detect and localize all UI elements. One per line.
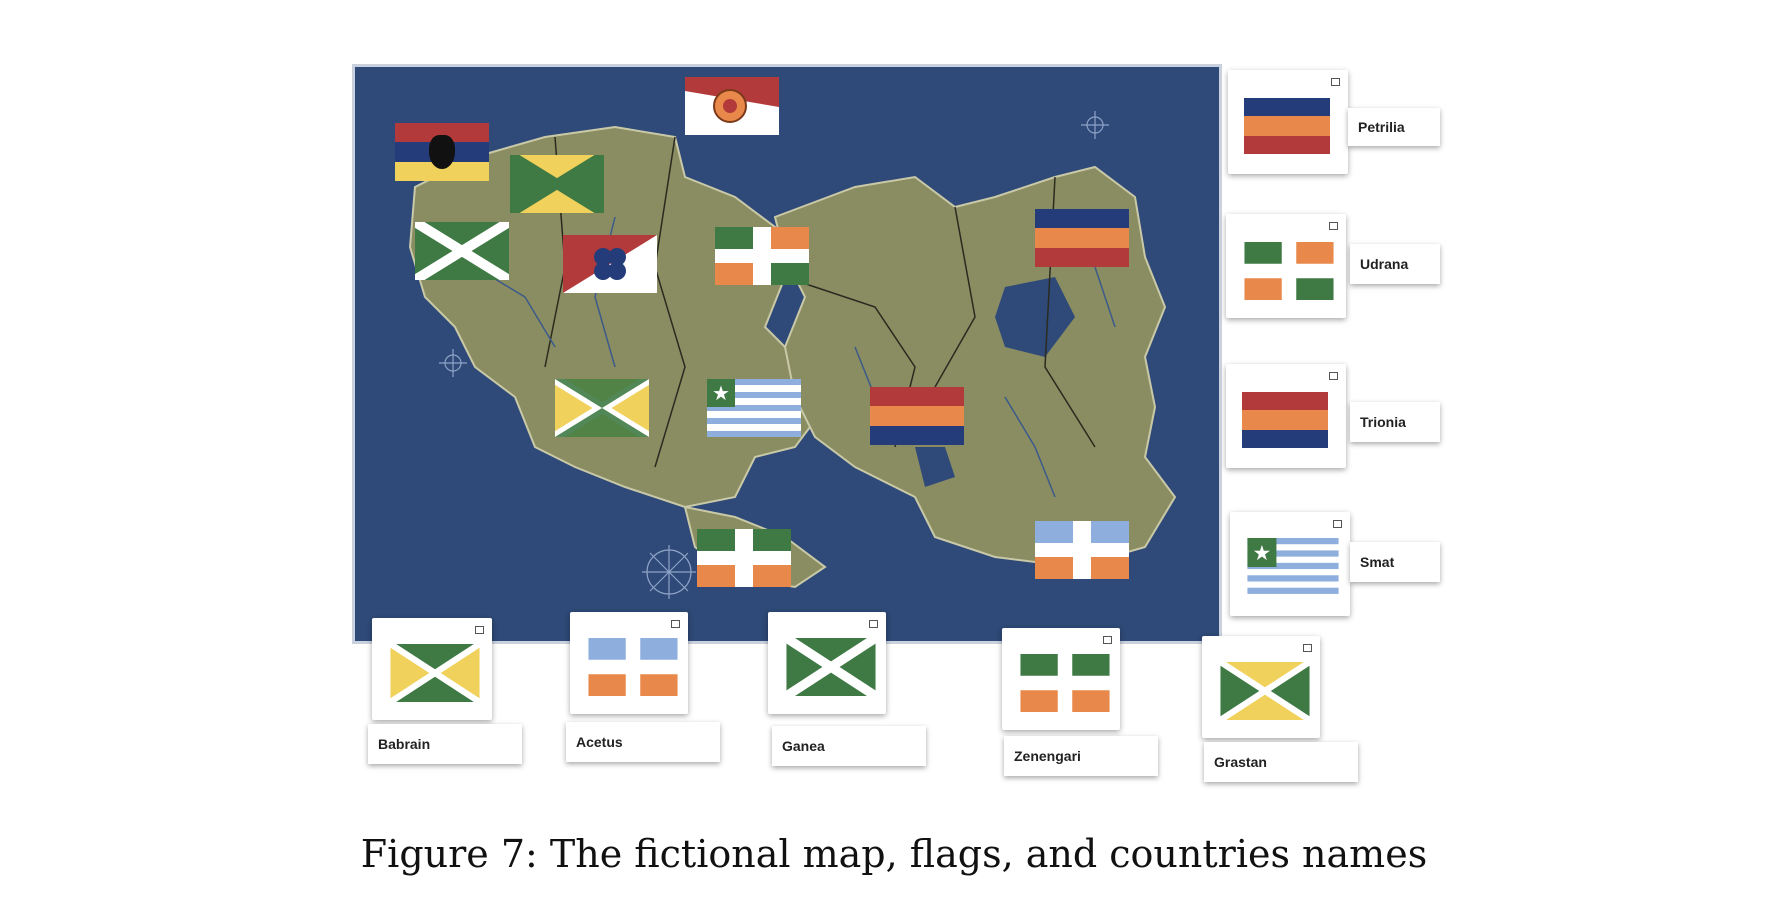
compass-rose-icon xyxy=(439,111,1109,599)
map-flag-stripes-nor xyxy=(1035,209,1129,267)
flag-card-ganea[interactable] xyxy=(768,612,886,714)
flag-trionia xyxy=(1242,392,1328,448)
flag-zenengari xyxy=(1020,654,1110,712)
map-flag-stripes-ron xyxy=(870,387,964,445)
svg-text:★: ★ xyxy=(1253,541,1272,565)
flag-ganea xyxy=(784,638,878,696)
svg-text:★: ★ xyxy=(712,381,730,405)
flag-card-petrilia[interactable] xyxy=(1228,70,1348,174)
flag-petrilia xyxy=(1244,98,1330,154)
open-external-icon[interactable] xyxy=(1331,78,1340,86)
country-label-trionia: Trionia xyxy=(1350,402,1440,442)
map-flag-cross-bo xyxy=(1035,521,1129,579)
map-flag-clover xyxy=(563,235,657,293)
flag-card-smat[interactable]: ★ xyxy=(1230,512,1350,616)
flag-card-trionia[interactable] xyxy=(1226,364,1346,468)
open-external-icon[interactable] xyxy=(1333,520,1342,528)
flag-card-grastan[interactable] xyxy=(1202,636,1320,738)
country-label-udrana: Udrana xyxy=(1350,244,1440,284)
lake xyxy=(915,447,955,487)
open-external-icon[interactable] xyxy=(671,620,680,628)
map-figure: ★ xyxy=(352,64,1222,644)
flag-babrain xyxy=(388,644,482,702)
country-label-grastan: Grastan xyxy=(1204,742,1358,782)
open-external-icon[interactable] xyxy=(869,620,878,628)
eagle-icon xyxy=(429,135,455,169)
open-external-icon[interactable] xyxy=(1303,644,1312,652)
map-flag-saltire-gy-2 xyxy=(555,379,649,437)
flag-smat: ★ xyxy=(1247,538,1339,596)
country-label-acetus: Acetus xyxy=(566,722,720,762)
map-flag-star-stripes: ★ xyxy=(707,379,801,437)
flag-card-zenengari[interactable] xyxy=(1002,628,1120,730)
open-external-icon[interactable] xyxy=(1329,222,1338,230)
country-label-ganea: Ganea xyxy=(772,726,926,766)
country-label-zenengari: Zenengari xyxy=(1004,736,1158,776)
map-flag-eagle xyxy=(395,123,489,181)
flag-card-babrain[interactable] xyxy=(372,618,492,720)
country-label-petrilia: Petrilia xyxy=(1348,108,1440,146)
country-label-babrain: Babrain xyxy=(368,724,522,764)
flag-udrana xyxy=(1244,242,1334,300)
flag-card-udrana[interactable] xyxy=(1226,214,1346,318)
flag-grastan xyxy=(1218,662,1312,720)
country-label-smat: Smat xyxy=(1350,542,1440,582)
map-flag-rose xyxy=(685,77,779,135)
flag-card-acetus[interactable] xyxy=(570,612,688,714)
open-external-icon[interactable] xyxy=(475,626,484,634)
map-flag-saltire-wg xyxy=(415,222,509,280)
lake xyxy=(995,277,1075,357)
map-flag-cross-go xyxy=(715,227,809,285)
map-flag-saltire-gy-1 xyxy=(510,155,604,213)
open-external-icon[interactable] xyxy=(1329,372,1338,380)
flag-acetus xyxy=(588,638,678,696)
open-external-icon[interactable] xyxy=(1103,636,1112,644)
map-flag-cross-go-b xyxy=(697,529,791,587)
figure-caption: Figure 7: The fictional map, flags, and … xyxy=(360,832,1428,876)
